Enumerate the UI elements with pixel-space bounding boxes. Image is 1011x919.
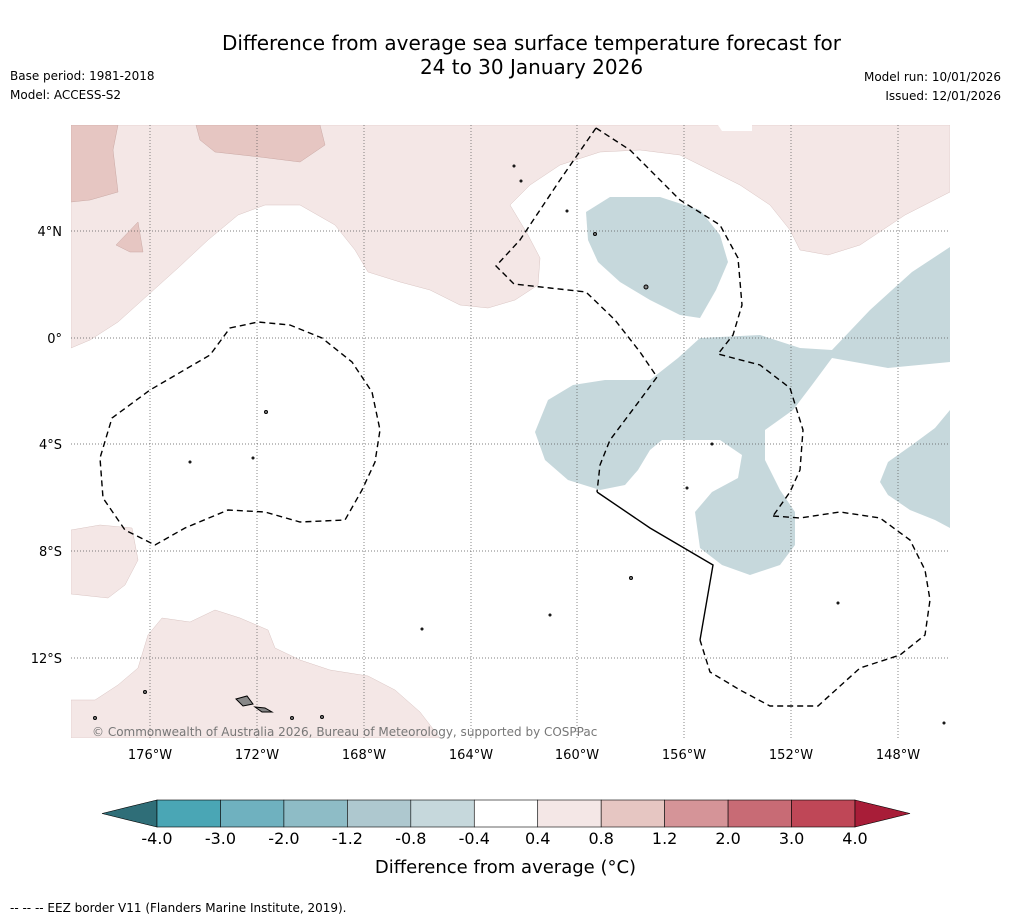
model-text: Model: ACCESS-S2 <box>10 88 122 102</box>
base-period-text: Base period: 1981-2018 <box>10 69 155 83</box>
model-run-text: Model run: 10/01/2026 <box>863 70 1001 84</box>
lat-label: 8°S <box>39 545 62 560</box>
eez-border-french-polynesia <box>699 511 931 707</box>
colorbar-arrow-low <box>101 799 158 828</box>
island-manua <box>320 715 324 719</box>
warm-anomaly-strong-2 <box>195 125 326 163</box>
eez-borders <box>99 127 931 707</box>
colorbar-segment <box>220 799 285 828</box>
island-kingman <box>565 209 569 213</box>
island-penrhyn <box>548 613 552 617</box>
warm-anomaly-south <box>71 609 441 738</box>
graticule <box>71 125 950 738</box>
colorbar-tick-label: -1.2 <box>332 829 363 848</box>
island-tabuaeran <box>593 232 597 236</box>
lon-label: 172°W <box>235 748 279 763</box>
longitude-labels: 176°W 172°W 168°W 164°W 160°W 156°W 152°… <box>128 748 920 763</box>
lon-label: 176°W <box>128 748 172 763</box>
colorbar-tick-label: -3.0 <box>205 829 236 848</box>
colorbar-segment <box>410 799 475 828</box>
eez-border-line-north <box>495 127 658 493</box>
island-palmyra <box>519 179 523 183</box>
issued-text: Issued: 12/01/2026 <box>885 89 1001 103</box>
lon-label: 152°W <box>769 748 813 763</box>
colorbar-segment <box>664 799 729 828</box>
island-kiritimati <box>643 284 649 290</box>
island-marquesas-2 <box>836 601 840 605</box>
island-phoenix-3 <box>188 460 192 464</box>
lon-label: 156°W <box>662 748 706 763</box>
colorbar-label: Difference from average (°C) <box>374 857 637 878</box>
warm-anomaly-strong-3 <box>115 221 144 253</box>
island-phoenix-2 <box>251 456 255 460</box>
lat-label: 12°S <box>31 652 62 667</box>
colorbar-segment <box>156 799 221 828</box>
colorbar-arrow-high <box>854 799 911 828</box>
colorbar-segment <box>473 799 539 828</box>
colorbar-tick-label: -4.0 <box>141 829 172 848</box>
lat-label: 0° <box>47 332 62 347</box>
colorbar-segment <box>727 799 792 828</box>
island-pukapuka <box>420 627 424 631</box>
island-north-1 <box>512 164 516 168</box>
title-line-2: 24 to 30 January 2026 <box>419 55 644 79</box>
lon-label: 160°W <box>555 748 599 763</box>
islands <box>93 164 946 725</box>
lat-label: 4°N <box>38 225 63 240</box>
cool-anomaly-east <box>880 410 950 528</box>
island-upolu <box>253 706 274 713</box>
island-malden <box>710 442 714 446</box>
colorbar-segment <box>347 799 412 828</box>
warm-anomaly-north <box>71 125 950 349</box>
island-wallis <box>93 716 97 720</box>
eez-legend-footnote: -- -- -- EEZ border V11 (Flanders Marine… <box>10 901 347 915</box>
colorbar-tick-label: 4.0 <box>842 829 867 848</box>
colorbar-ticks: -4.0 -3.0 -2.0 -1.2 -0.8 -0.4 0.4 0.8 1.2 2.0 3.0 4… <box>141 829 867 848</box>
sst-anomaly-map: © Commonwealth of Australia 2026, Bureau… <box>31 125 950 763</box>
lon-label: 168°W <box>342 748 386 763</box>
colorbar-tick-label: 2.0 <box>715 829 740 848</box>
colorbar-segments <box>101 799 911 828</box>
colorbar-tick-label: -2.0 <box>268 829 299 848</box>
colorbar-tick-label: 0.4 <box>525 829 550 848</box>
colorbar-tick-label: 3.0 <box>779 829 804 848</box>
colorbar-segment <box>791 799 856 828</box>
island-marquesas-1 <box>629 576 633 580</box>
warm-anomaly-strong-1 <box>71 125 119 203</box>
colorbar-tick-label: -0.8 <box>395 829 426 848</box>
colorbar-segment <box>537 799 602 828</box>
title-line-1: Difference from average sea surface temp… <box>221 31 841 55</box>
island-tutuila <box>290 716 294 720</box>
solid-boundary-line <box>596 491 714 641</box>
colorbar: -4.0 -3.0 -2.0 -1.2 -0.8 -0.4 0.4 0.8 1.2 2.0 3.0 4… <box>101 799 911 848</box>
neutral-patch-top <box>718 125 752 131</box>
colorbar-segment <box>283 799 348 828</box>
colorbar-tick-label: -0.4 <box>459 829 490 848</box>
colorbar-segment <box>600 799 665 828</box>
latitude-labels: 4°N 0° 4°S 8°S 12°S <box>31 225 62 667</box>
lon-label: 164°W <box>449 748 493 763</box>
copyright-text: © Commonwealth of Australia 2026, Bureau… <box>92 725 597 739</box>
eez-border-kiribati-phoenix <box>99 321 381 546</box>
island-east-1 <box>942 721 946 725</box>
warm-anomaly-southwest <box>71 524 139 599</box>
lon-label: 148°W <box>876 748 920 763</box>
map-title: Difference from average sea surface temp… <box>0 31 1011 79</box>
colorbar-tick-label: 1.2 <box>652 829 677 848</box>
lat-label: 4°S <box>39 438 62 453</box>
colorbar-tick-label: 0.8 <box>588 829 613 848</box>
island-tokelau <box>143 690 147 694</box>
cool-anomaly-north <box>586 197 728 318</box>
island-line-south <box>685 486 689 490</box>
island-phoenix-1 <box>264 410 268 414</box>
island-savaii <box>235 695 254 707</box>
cool-anomaly-central <box>535 247 950 575</box>
